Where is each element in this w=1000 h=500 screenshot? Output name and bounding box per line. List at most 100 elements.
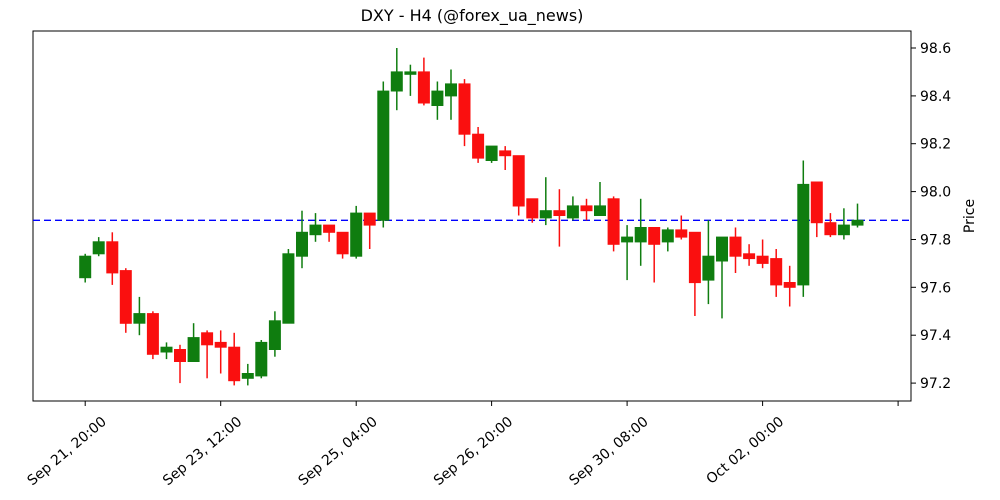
candle-body: [255, 341, 268, 377]
candle-body: [241, 373, 254, 379]
candle-body: [309, 224, 322, 236]
y-tick-label: 97.4: [920, 328, 951, 344]
candle-body: [350, 212, 363, 257]
y-tick-label: 98.2: [920, 137, 951, 153]
candle-body: [214, 341, 227, 348]
candle-body: [133, 313, 146, 324]
candle-body: [228, 346, 241, 382]
candle-up: [350, 205, 363, 259]
candle-down: [675, 215, 688, 240]
x-tick-label: Sep 21, 20:00: [24, 414, 109, 489]
candle-up: [716, 236, 728, 319]
candle-down: [770, 249, 783, 297]
candle-body: [404, 71, 417, 75]
candle-down: [201, 330, 214, 379]
y-tick-label: 98.6: [920, 41, 951, 57]
candle-up: [241, 363, 254, 386]
candle-up: [851, 203, 864, 228]
candle-down: [607, 196, 620, 252]
candle-up: [431, 81, 444, 120]
x-tick-label: Sep 23, 12:00: [160, 414, 245, 489]
candle-body: [390, 71, 403, 92]
candle-body: [201, 332, 214, 346]
candle-up: [309, 213, 322, 242]
candle-up: [92, 237, 105, 257]
y-tick-label: 97.8: [920, 233, 951, 249]
candle-body: [79, 255, 92, 279]
candle-body: [282, 253, 295, 324]
candle-down: [417, 57, 430, 106]
candle-up: [837, 208, 850, 240]
y-axis-ticks: 97.2 97.4 97.6 97.8 98.0 98.2 98.4 98.6: [911, 41, 951, 392]
candle-body: [756, 255, 769, 264]
candle-body: [837, 224, 850, 236]
candle-up: [268, 311, 281, 357]
candle-down: [499, 146, 512, 170]
candle-up: [661, 227, 674, 252]
candle-body: [851, 219, 864, 226]
candle-up: [282, 249, 295, 324]
candle-up: [133, 296, 146, 336]
candle-body: [485, 145, 498, 162]
candle-body: [268, 320, 281, 350]
y-tick-label: 98.4: [920, 89, 951, 105]
candle-up: [485, 145, 498, 163]
candle-up: [445, 69, 457, 120]
candle-body: [512, 155, 525, 207]
candle-body: [174, 349, 186, 362]
candle-body: [810, 181, 823, 224]
candle-up: [797, 160, 810, 297]
candle-down: [106, 232, 119, 285]
candle-up: [187, 323, 200, 363]
candle-up: [79, 253, 92, 283]
x-tick-label: Sep 25, 04:00: [295, 414, 380, 489]
candle-down: [174, 344, 186, 384]
candle-down: [756, 239, 769, 269]
candle-body: [336, 231, 349, 255]
candle-body: [661, 229, 674, 243]
candle-body: [363, 212, 376, 226]
candle-down: [580, 198, 593, 221]
candle-body: [146, 313, 159, 355]
x-tick-label: Sep 30, 08:00: [566, 414, 651, 489]
candle-body: [743, 253, 756, 260]
candle-body: [431, 90, 444, 106]
y-tick-label: 97.6: [920, 280, 951, 296]
candle-up: [566, 196, 579, 221]
candle-up: [377, 81, 390, 228]
candle-body: [594, 205, 606, 216]
candle-down: [526, 198, 539, 223]
candle-down: [472, 127, 485, 163]
candle-body: [377, 90, 390, 221]
candle-body: [526, 198, 539, 219]
candle-body: [119, 270, 132, 324]
candle-body: [634, 227, 647, 243]
candle-down: [119, 268, 132, 333]
candle-body: [445, 83, 457, 97]
x-tick-label: Oct 02, 00:00: [704, 414, 788, 488]
candle-body: [92, 241, 105, 255]
candle-body: [417, 71, 430, 104]
y-axis-label: Price: [962, 199, 978, 233]
candle-up: [160, 342, 173, 360]
candle-up: [404, 64, 417, 96]
candles-layer: [79, 48, 864, 386]
candle-up: [539, 177, 552, 226]
candle-up: [634, 198, 647, 266]
candle-body: [580, 205, 593, 212]
candle-body: [621, 236, 634, 243]
plot-frame: [32, 30, 912, 402]
y-tick-label: 97.2: [920, 376, 951, 392]
candle-down: [512, 155, 525, 216]
candle-down: [729, 227, 742, 273]
y-tick-label: 98.0: [920, 185, 951, 201]
candle-down: [146, 311, 159, 360]
candle-body: [675, 229, 688, 238]
candle-down: [810, 181, 823, 238]
candle-down: [323, 224, 336, 242]
candle-down: [458, 79, 471, 147]
candle-body: [566, 205, 579, 219]
candle-body: [607, 198, 620, 245]
candle-up: [296, 210, 308, 269]
